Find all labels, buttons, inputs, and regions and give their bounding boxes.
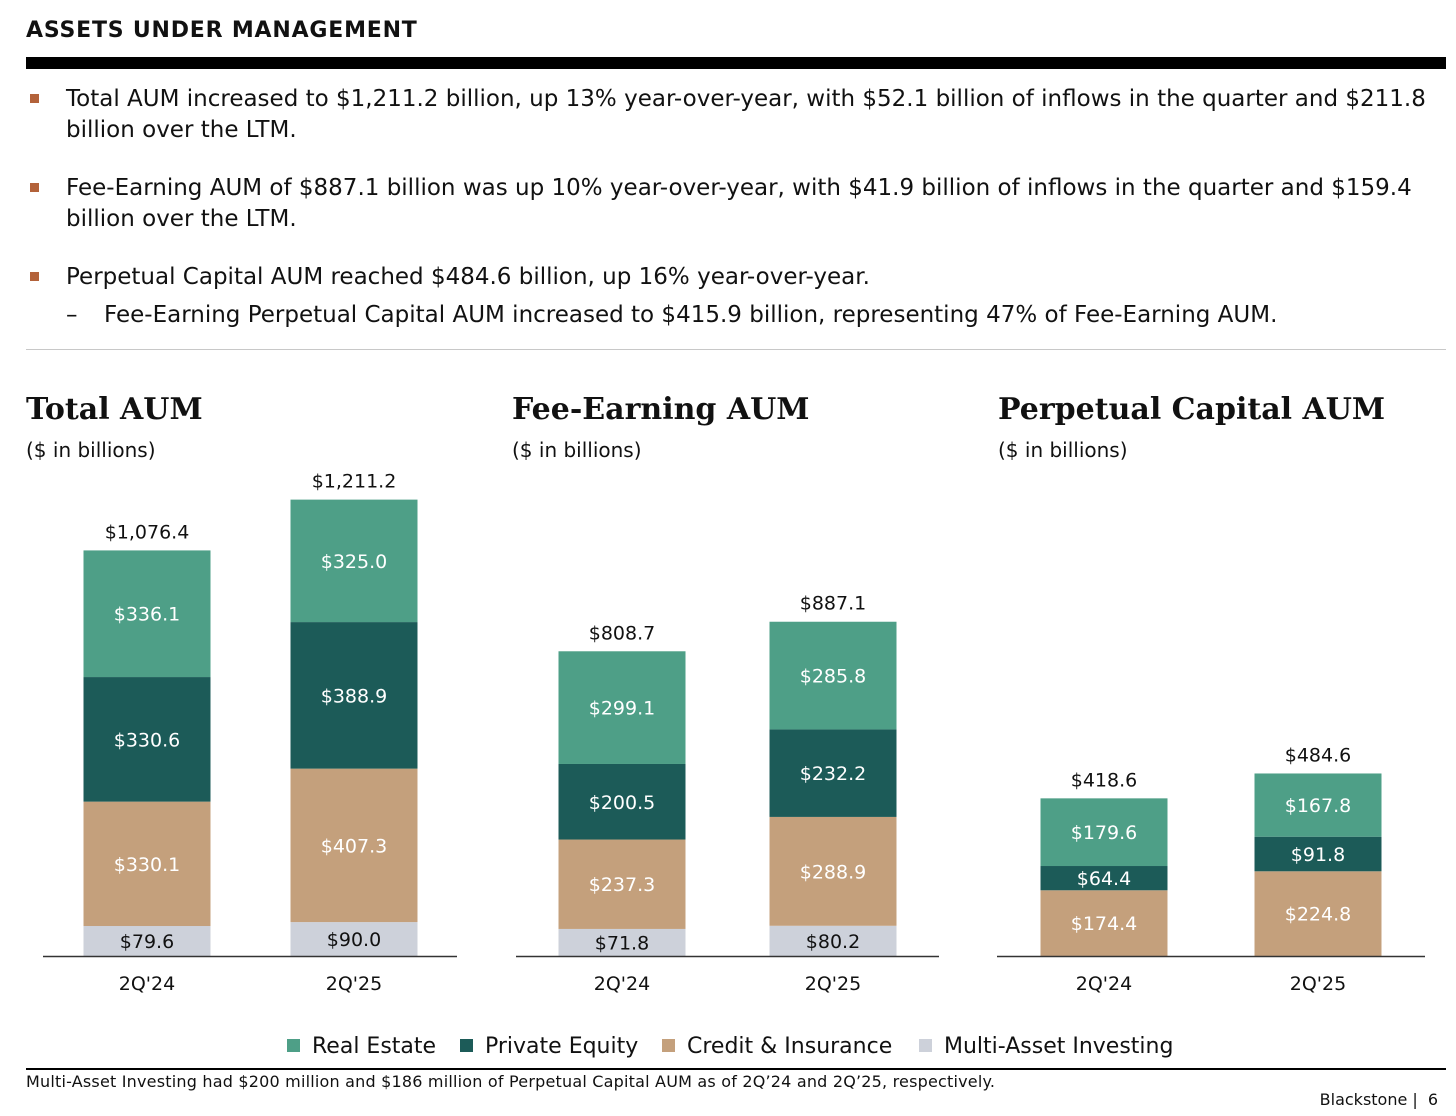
title-rule bbox=[26, 57, 1446, 69]
bar-segment bbox=[769, 729, 897, 817]
bar-segment bbox=[290, 622, 418, 769]
dash-icon: – bbox=[66, 302, 78, 328]
bar-segment bbox=[769, 816, 897, 926]
x-tick-label: 2Q'25 bbox=[326, 973, 382, 995]
perpetual-capital-aum-subtitle: ($ in billions) bbox=[998, 438, 1128, 462]
segment-label: $288.9 bbox=[800, 861, 866, 883]
bar-segment bbox=[83, 550, 211, 678]
bar-segment bbox=[290, 768, 418, 923]
bar-segment bbox=[558, 763, 686, 840]
legend-item-multi-asset: Multi-Asset Investing bbox=[919, 1032, 1173, 1062]
bar-segment bbox=[558, 651, 686, 764]
bar-segment bbox=[83, 677, 211, 802]
footnote: Multi-Asset Investing had $200 million a… bbox=[26, 1072, 996, 1091]
section-divider bbox=[26, 349, 1446, 350]
bar-segment bbox=[1254, 836, 1382, 872]
segment-label: $407.3 bbox=[321, 835, 387, 857]
segment-label: $299.1 bbox=[589, 698, 655, 720]
x-tick-label: 2Q'25 bbox=[1290, 973, 1346, 995]
bullet-item: Fee-Earning AUM of $887.1 billion was up… bbox=[26, 173, 1436, 235]
bar-segment bbox=[558, 928, 686, 956]
brand-name: Blackstone | bbox=[1319, 1090, 1418, 1109]
legend-swatch-icon bbox=[460, 1038, 473, 1052]
bullet-text: Fee-Earning AUM of $887.1 billion was up… bbox=[66, 175, 1412, 232]
legend-label: Credit & Insurance bbox=[687, 1034, 893, 1059]
legend-item-real-estate: Real Estate bbox=[287, 1032, 436, 1062]
bar-segment bbox=[83, 801, 211, 927]
legend-item-credit-insurance: Credit & Insurance bbox=[662, 1032, 892, 1062]
x-tick-label: 2Q'24 bbox=[119, 973, 175, 995]
bar-segment bbox=[1040, 866, 1168, 891]
page-number: 6 bbox=[1427, 1090, 1438, 1109]
bar-segment bbox=[769, 925, 897, 956]
segment-label: $330.6 bbox=[114, 729, 180, 751]
sub-bullet-text: Fee-Earning Perpetual Capital AUM increa… bbox=[104, 302, 1278, 328]
segment-label: $224.8 bbox=[1285, 904, 1351, 926]
segment-label: $285.8 bbox=[800, 666, 866, 688]
segment-label: $232.2 bbox=[800, 763, 866, 785]
fee-earning-aum-title: Fee-Earning AUM bbox=[512, 392, 810, 427]
bar-segment bbox=[290, 922, 418, 956]
page-title: ASSETS UNDER MANAGEMENT bbox=[26, 18, 418, 43]
legend: Real Estate Private Equity Credit & Insu… bbox=[0, 1032, 1456, 1062]
x-tick-label: 2Q'25 bbox=[805, 973, 861, 995]
bar-segment bbox=[769, 621, 897, 730]
x-tick-label: 2Q'24 bbox=[1076, 973, 1132, 995]
total-label: $1,211.2 bbox=[312, 471, 397, 493]
segment-label: $71.8 bbox=[595, 932, 649, 954]
total-label: $808.7 bbox=[589, 622, 655, 644]
bar-segment bbox=[558, 839, 686, 929]
fee-earning-aum-subtitle: ($ in billions) bbox=[512, 438, 642, 462]
bullet-text: Total AUM increased to $1,211.2 billion,… bbox=[66, 86, 1426, 143]
segment-label: $64.4 bbox=[1077, 868, 1131, 890]
segment-label: $90.0 bbox=[327, 929, 381, 951]
total-label: $418.6 bbox=[1071, 769, 1137, 791]
bullet-text: Perpetual Capital AUM reached $484.6 bil… bbox=[66, 264, 870, 290]
segment-label: $237.3 bbox=[589, 874, 655, 896]
bar-segment bbox=[83, 926, 211, 956]
bullet-marker-icon bbox=[30, 272, 39, 281]
footer-brand: Blackstone | 6 bbox=[1320, 1090, 1438, 1109]
segment-label: $336.1 bbox=[114, 604, 180, 626]
total-label: $484.6 bbox=[1285, 744, 1351, 766]
legend-label: Private Equity bbox=[485, 1034, 639, 1059]
legend-swatch-icon bbox=[919, 1038, 932, 1052]
segment-label: $388.9 bbox=[321, 685, 387, 707]
legend-swatch-icon bbox=[287, 1038, 300, 1052]
bar-segment bbox=[290, 499, 418, 623]
segment-label: $91.8 bbox=[1291, 844, 1345, 866]
bullet-item: Total AUM increased to $1,211.2 billion,… bbox=[26, 84, 1436, 146]
bar-segment bbox=[1040, 798, 1168, 867]
bullet-list: Total AUM increased to $1,211.2 billion,… bbox=[26, 84, 1436, 331]
bar-segment bbox=[1254, 871, 1382, 956]
segment-label: $179.6 bbox=[1071, 822, 1137, 844]
segment-label: $200.5 bbox=[589, 792, 655, 814]
legend-label: Real Estate bbox=[312, 1034, 437, 1059]
segment-label: $174.4 bbox=[1071, 913, 1137, 935]
total-aum-subtitle: ($ in billions) bbox=[26, 438, 156, 462]
legend-label: Multi-Asset Investing bbox=[944, 1034, 1174, 1059]
segment-label: $330.1 bbox=[114, 854, 180, 876]
bullet-item: Perpetual Capital AUM reached $484.6 bil… bbox=[26, 262, 1436, 293]
total-aum-title: Total AUM bbox=[26, 392, 203, 427]
total-label: $887.1 bbox=[800, 593, 866, 615]
sub-bullet-item: – Fee-Earning Perpetual Capital AUM incr… bbox=[26, 300, 1436, 331]
bar-segment bbox=[1040, 890, 1168, 956]
bar-segment bbox=[1254, 773, 1382, 837]
segment-label: $325.0 bbox=[321, 551, 387, 573]
segment-label: $167.8 bbox=[1285, 795, 1351, 817]
segment-label: $79.6 bbox=[120, 931, 174, 953]
x-tick-label: 2Q'24 bbox=[594, 973, 650, 995]
charts-canvas: $79.6 $330.1 $330.6 $336.1 $1,076.4 2Q'24 $90.… bbox=[43, 471, 1425, 995]
footer-rule bbox=[26, 1068, 1446, 1070]
legend-item-private-equity: Private Equity bbox=[460, 1032, 638, 1062]
perpetual-capital-aum-title: Perpetual Capital AUM bbox=[998, 392, 1386, 427]
legend-swatch-icon bbox=[662, 1038, 675, 1052]
bullet-marker-icon bbox=[30, 94, 39, 103]
bullet-marker-icon bbox=[30, 183, 39, 192]
total-label: $1,076.4 bbox=[105, 521, 190, 543]
segment-label: $80.2 bbox=[806, 931, 860, 953]
